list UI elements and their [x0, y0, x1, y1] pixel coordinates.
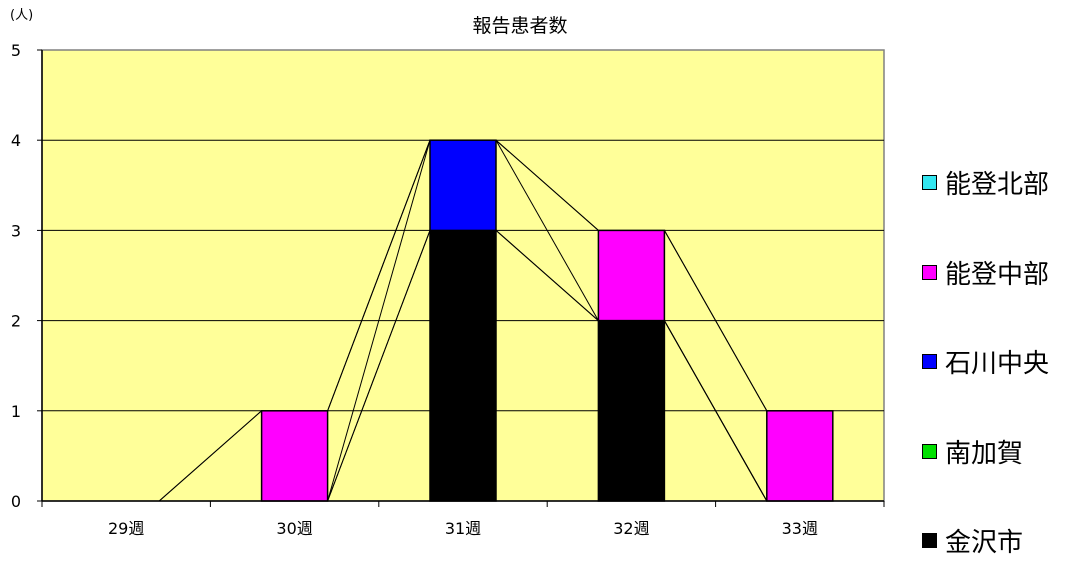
bar-segment [429, 229, 497, 502]
legend-item: 南加賀 [922, 429, 1049, 474]
series-connector-line [327, 140, 431, 411]
legend-swatch [922, 443, 937, 459]
y-tick-label: 5 [11, 41, 21, 60]
legend-item: 金沢市 [922, 518, 1049, 563]
y-tick-labels: 0 1 2 3 4 5 [11, 41, 21, 511]
legend-label: 南加賀 [945, 438, 1024, 469]
legend-swatch [922, 175, 937, 190]
x-tick-label: 30週 [276, 519, 312, 538]
legend-item: 能登中部 [922, 250, 1049, 295]
legend: 能登北部 能登中部 石川中央 南加賀 金沢市 [922, 160, 1049, 563]
legend-label: 能登中部 [945, 259, 1050, 290]
bar-segment [766, 410, 834, 502]
series-connector-line [495, 230, 599, 321]
chart: 0 1 2 3 4 5 29週 30週 31週 32週 33週 報告患者数 (人) [10, 8, 885, 538]
series-connector-line [327, 230, 431, 502]
axes [37, 49, 885, 507]
legend-swatch [922, 533, 937, 548]
y-tick-label: 1 [11, 402, 21, 421]
legend-item: 石川中央 [922, 339, 1049, 384]
y-tick-label: 0 [11, 492, 21, 511]
legend-item: 能登北部 [922, 160, 1049, 205]
bar-segment [597, 229, 666, 322]
legend-swatch [922, 264, 937, 280]
bar-segment [597, 319, 666, 502]
series-connector-line [663, 230, 768, 412]
x-tick-labels: 29週 30週 31週 32週 33週 [108, 519, 818, 538]
y-unit-label: (人) [10, 8, 33, 23]
legend-label: 金沢市 [945, 528, 1024, 558]
legend-label: 能登北部 [945, 170, 1050, 200]
x-tick-label: 31週 [445, 519, 481, 538]
bar-segment [260, 410, 329, 502]
series-connector-line [495, 139, 599, 321]
series-connector-line [495, 139, 599, 231]
legend-swatch [922, 354, 937, 369]
legend-label: 石川中央 [945, 349, 1050, 379]
series-connector-line [158, 410, 262, 502]
y-tick-label: 2 [11, 312, 21, 331]
bars [260, 139, 834, 502]
series-connector-line [663, 320, 768, 502]
series-connector-line [327, 140, 431, 502]
y-tick-label: 4 [11, 131, 21, 150]
x-tick-label: 29週 [108, 519, 144, 538]
x-tick-label: 32週 [613, 519, 649, 538]
y-tick-label: 3 [11, 221, 21, 240]
bar-segment [429, 139, 497, 232]
chart-title: 報告患者数 [472, 15, 567, 37]
x-tick-label: 33週 [782, 519, 818, 538]
